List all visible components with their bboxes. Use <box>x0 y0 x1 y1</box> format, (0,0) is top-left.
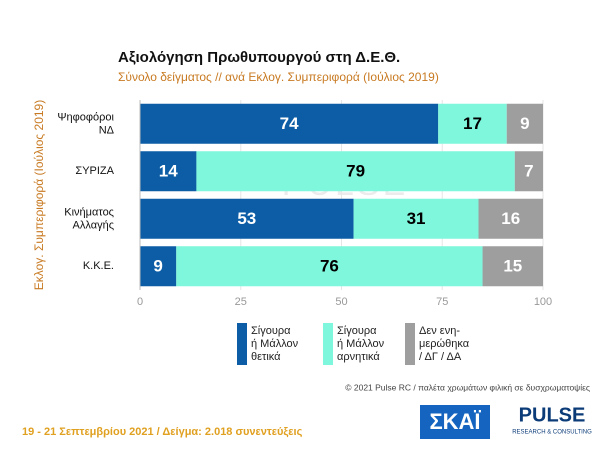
y-tick-label: ΣΥΡΙΖΑ <box>75 165 114 177</box>
chart-subtitle: Σύνολο δείγματος // ανά Εκλογ. Συμπεριφο… <box>118 70 439 84</box>
legend-label: Σίγουρα ή Μάλλον θετικά <box>251 325 299 363</box>
bar-segment <box>353 198 479 239</box>
legend-swatch <box>237 323 247 365</box>
pulse-logo: PULSE <box>519 404 586 426</box>
x-tick-label: 100 <box>534 296 552 308</box>
data-label: 7 <box>524 162 533 181</box>
legend-swatch <box>323 323 333 365</box>
y-tick-label: Ψηφοφόροι ΝΔ <box>57 111 114 136</box>
data-label: 17 <box>463 114 482 133</box>
data-label: 74 <box>280 114 299 133</box>
legend-label: Σίγουρα ή Μάλλον αρνητικά <box>337 325 385 363</box>
bar-segment <box>140 246 177 287</box>
skai-logo-box <box>420 405 490 439</box>
bar-segment <box>438 103 507 144</box>
data-label: 79 <box>346 162 365 181</box>
bar-segment <box>140 151 197 192</box>
bar-segment <box>140 103 439 144</box>
x-tick-label: 75 <box>436 296 448 308</box>
y-tick-label: Κινήματος Αλλαγής <box>64 206 114 231</box>
x-tick-label: 0 <box>137 296 143 308</box>
skai-logo: ΣΚΑΪ <box>429 409 481 434</box>
bar-segment <box>514 151 543 192</box>
bar-segment <box>196 151 515 192</box>
data-label: 15 <box>503 257 522 276</box>
x-tick-label: 25 <box>235 296 247 308</box>
chart-title: Αξιολόγηση Πρωθυπουργού στη Δ.Ε.Θ. <box>118 49 400 66</box>
data-label: 53 <box>237 209 256 228</box>
x-tick-label: 50 <box>335 296 347 308</box>
data-label: 16 <box>501 209 520 228</box>
y-axis-label: Εκλογ. Συμπεριφορά (Ιούλιος 2019) <box>32 100 46 290</box>
legend-swatch <box>405 323 415 365</box>
copyright: © 2021 Pulse RC / παλέτα χρωμάτων φιλική… <box>345 382 590 392</box>
bar-segment <box>506 103 543 144</box>
data-label: 31 <box>407 209 426 228</box>
bar-segment <box>176 246 483 287</box>
bar-segment <box>478 198 543 239</box>
pulse-logo-sub: RESEARCH & CONSULTING <box>512 430 592 436</box>
data-label: 9 <box>153 257 162 276</box>
bar-segment <box>482 246 543 287</box>
data-label: 14 <box>159 162 178 181</box>
y-tick-label: Κ.Κ.Ε. <box>83 260 114 272</box>
data-label: 9 <box>520 114 529 133</box>
data-label: 76 <box>320 257 339 276</box>
legend-label: Δεν ενη-μερώθηκα / ΔΓ / ΔΑ <box>419 325 470 363</box>
bar-segment <box>140 198 354 239</box>
footer: 19 - 21 Σεπτεμβρίου 2021 / Δείγμα: 2.018… <box>22 426 303 438</box>
